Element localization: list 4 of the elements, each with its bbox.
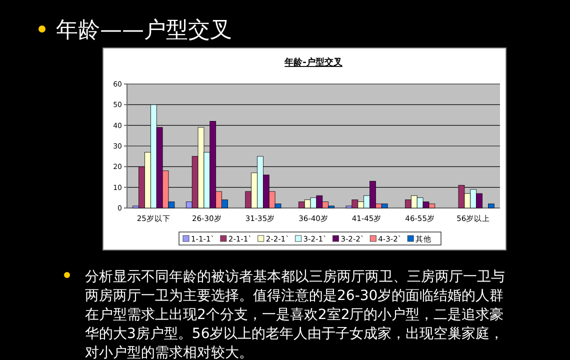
text: 年龄——户型交叉 <box>56 18 232 43</box>
bar <box>488 204 494 208</box>
text: 分析显示不同年龄的被访者基本都以三房两厅两卫、三房两厅一卫与两房两厅一卫为主要选择。值得注意的是26-30岁的面临结婚的人群在户型需求上出现2个分支，一是喜欢2室2厅的小户型，二是追求豪华的大3房户型。56岁以上的老年人由于子女成家，出现空巢家庭，对小户型的需求相对较大。 <box>85 269 505 360</box>
chart-title: 年龄-户型交叉 <box>284 57 344 68</box>
